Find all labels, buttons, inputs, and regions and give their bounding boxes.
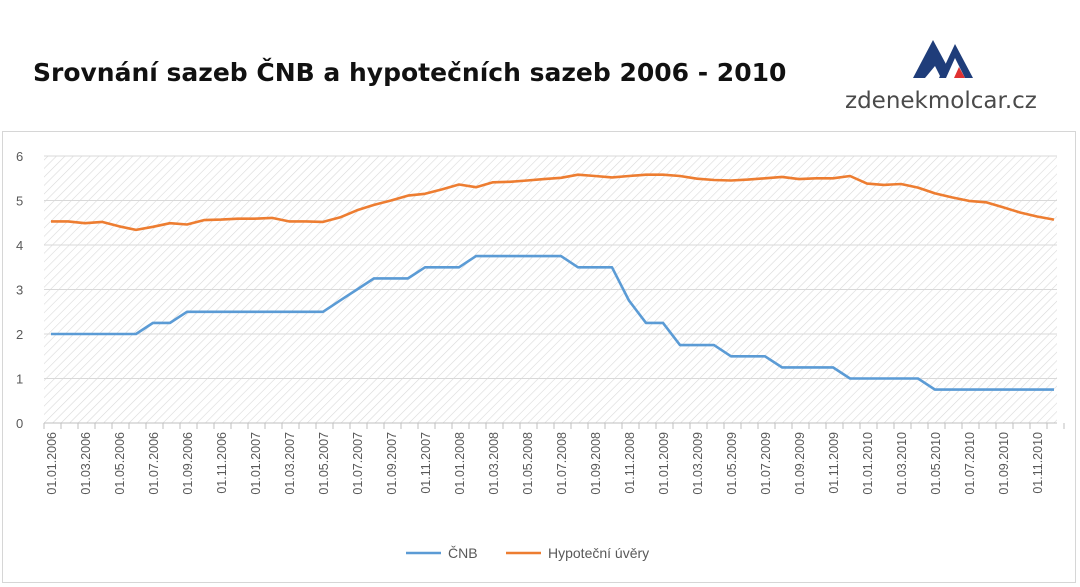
series-line-hypo <box>51 173 1055 232</box>
y-tick-label: 6 <box>16 149 23 164</box>
x-tick-label: 01.05.2010 <box>929 432 943 495</box>
mountain-logo-icon <box>913 40 973 78</box>
y-tick-label: 5 <box>16 194 23 209</box>
y-tick-label: 1 <box>16 372 23 387</box>
x-tick-label: 01.09.2009 <box>793 432 807 495</box>
x-tick-label: 01.11.2009 <box>827 432 841 494</box>
x-axis: 01.01.2006 01.03.2006 01.05.2006 01.07.2006… <box>43 423 1065 495</box>
series-lines <box>51 173 1055 391</box>
chart-frame <box>2 131 1076 583</box>
x-tick-label: 01.09.2006 <box>181 432 195 495</box>
x-tick-label: 01.05.2008 <box>521 432 535 495</box>
page-title: Srovnání sazeb ČNB a hypotečních sazeb 2… <box>33 58 787 87</box>
y-tick-label: 4 <box>16 238 23 253</box>
x-tick-label: 01.09.2007 <box>385 432 399 495</box>
x-tick-label: 01.09.2010 <box>997 432 1011 495</box>
series-line-cnb <box>51 254 1054 391</box>
legend-label: Hypoteční úvěry <box>548 545 649 561</box>
legend-label: ČNB <box>448 545 478 561</box>
x-tick-label: 01.03.2008 <box>487 432 501 495</box>
x-tick-label: 01.05.2009 <box>725 432 739 495</box>
x-tick-label: 01.07.2006 <box>147 432 161 495</box>
y-axis: 0 1 2 3 4 5 6 <box>16 149 23 431</box>
x-tick-label: 01.01.2007 <box>249 432 263 495</box>
x-tick-label: 01.07.2010 <box>963 432 977 495</box>
x-tick-label: 01.01.2008 <box>453 432 467 495</box>
x-tick-label: 01.07.2008 <box>555 432 569 495</box>
x-tick-label: 01.03.2009 <box>691 432 705 495</box>
legend: ČNB Hypoteční úvěry <box>406 545 649 561</box>
x-tick-label: 01.07.2009 <box>759 432 773 495</box>
x-tick-label: 01.09.2008 <box>589 432 603 495</box>
x-tick-label: 01.11.2006 <box>215 432 229 494</box>
x-tick-label: 01.03.2006 <box>79 432 93 495</box>
y-tick-label: 2 <box>16 327 23 342</box>
x-tick-label: 01.03.2010 <box>895 432 909 495</box>
brand-text: zdenekmolcar.cz <box>845 88 1037 114</box>
x-tick-label: 01.03.2007 <box>283 432 297 495</box>
x-tick-label: 01.11.2007 <box>419 432 433 494</box>
x-tick-label: 01.11.2008 <box>623 432 637 494</box>
x-tick-label: 01.01.2006 <box>45 432 59 495</box>
x-tick-label: 01.05.2007 <box>317 432 331 495</box>
y-tick-label: 3 <box>16 283 23 298</box>
x-tick-label: 01.05.2006 <box>113 432 127 495</box>
x-tick-label: 01.07.2007 <box>351 432 365 495</box>
brand[interactable]: zdenekmolcar.cz <box>845 36 1045 120</box>
y-tick-label: 0 <box>16 416 23 431</box>
x-tick-label: 01.01.2009 <box>657 432 671 495</box>
x-tick-label: 01.11.2010 <box>1031 432 1045 494</box>
x-tick-label: 01.01.2010 <box>861 432 875 495</box>
